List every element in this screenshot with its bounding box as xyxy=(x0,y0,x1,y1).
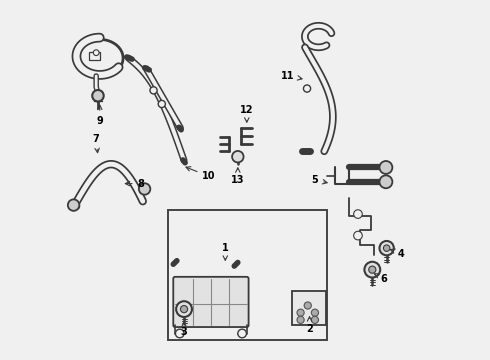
Circle shape xyxy=(232,151,244,162)
Circle shape xyxy=(158,100,166,108)
Text: 11: 11 xyxy=(281,71,302,81)
Circle shape xyxy=(175,329,184,338)
Text: 9: 9 xyxy=(97,105,103,126)
Circle shape xyxy=(311,316,318,323)
Text: 4: 4 xyxy=(391,248,404,258)
Text: 3: 3 xyxy=(181,321,187,337)
Bar xyxy=(292,291,326,325)
Circle shape xyxy=(354,210,362,219)
Circle shape xyxy=(180,306,188,313)
Circle shape xyxy=(297,316,304,323)
Text: 1: 1 xyxy=(222,243,229,260)
Text: 2: 2 xyxy=(306,317,313,334)
Circle shape xyxy=(139,183,150,195)
Text: 7: 7 xyxy=(93,134,99,153)
Text: 13: 13 xyxy=(231,168,245,185)
Text: 5: 5 xyxy=(312,175,327,185)
Circle shape xyxy=(176,301,192,317)
FancyBboxPatch shape xyxy=(173,277,248,327)
Circle shape xyxy=(238,329,246,338)
Text: 6: 6 xyxy=(374,274,388,284)
Circle shape xyxy=(365,262,380,278)
Circle shape xyxy=(354,231,362,240)
Circle shape xyxy=(379,241,394,255)
Bar xyxy=(89,52,100,60)
Circle shape xyxy=(150,87,157,94)
Text: 8: 8 xyxy=(125,179,145,189)
Circle shape xyxy=(379,161,392,174)
Circle shape xyxy=(379,175,392,188)
Text: 12: 12 xyxy=(240,105,253,122)
Circle shape xyxy=(68,199,79,211)
Circle shape xyxy=(92,90,104,102)
Circle shape xyxy=(304,302,311,309)
Text: 10: 10 xyxy=(186,167,216,181)
Circle shape xyxy=(383,245,390,251)
Circle shape xyxy=(303,85,311,92)
Circle shape xyxy=(368,266,376,273)
Circle shape xyxy=(297,309,304,316)
Bar xyxy=(168,211,327,339)
Circle shape xyxy=(311,309,318,316)
Circle shape xyxy=(93,50,99,55)
